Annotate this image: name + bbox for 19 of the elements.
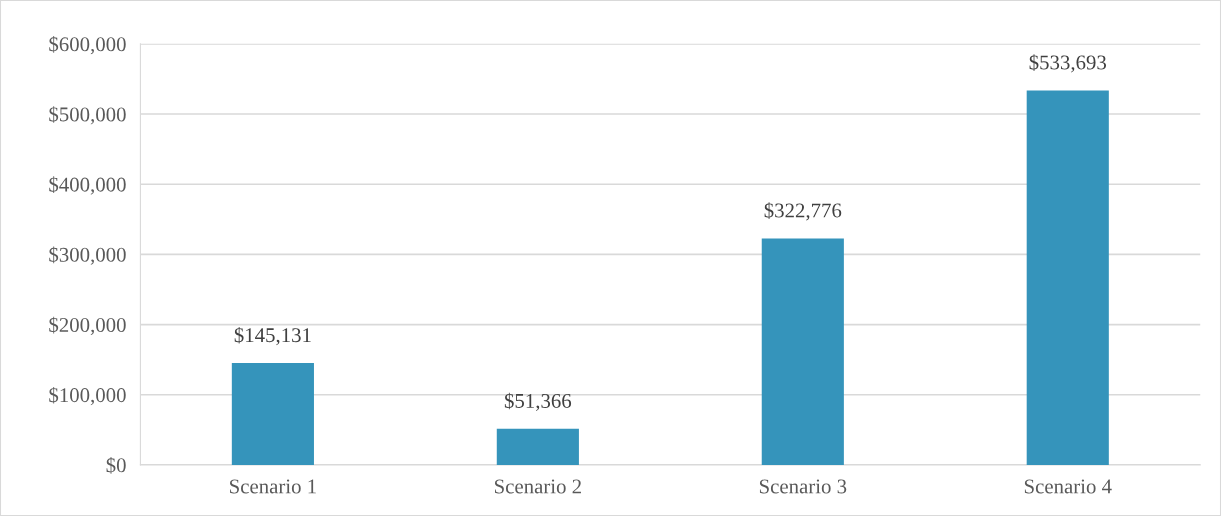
y-tick-label: $0 [106, 457, 126, 474]
bar [1026, 90, 1109, 465]
data-label: $533,693 [1029, 54, 1107, 73]
data-label: $322,776 [764, 202, 842, 221]
x-tick-label: Scenario 3 [759, 479, 847, 494]
bar [761, 238, 844, 465]
y-tick-label: $500,000 [49, 106, 126, 125]
x-tick-label: Scenario 1 [230, 479, 316, 494]
y-tick-label: $300,000 [49, 246, 126, 265]
bar [496, 428, 579, 465]
bar [231, 363, 314, 465]
y-tick-label: $100,000 [49, 386, 126, 406]
y-tick-label: $600,000 [49, 36, 126, 55]
x-tick-label: Scenario 4 [1024, 479, 1112, 494]
data-label: $51,366 [504, 392, 572, 411]
y-tick-label: $200,000 [49, 316, 126, 335]
data-label: $145,131 [234, 326, 311, 346]
y-tick-label: $400,000 [49, 176, 126, 195]
x-tick-label: Scenario 2 [494, 479, 581, 494]
